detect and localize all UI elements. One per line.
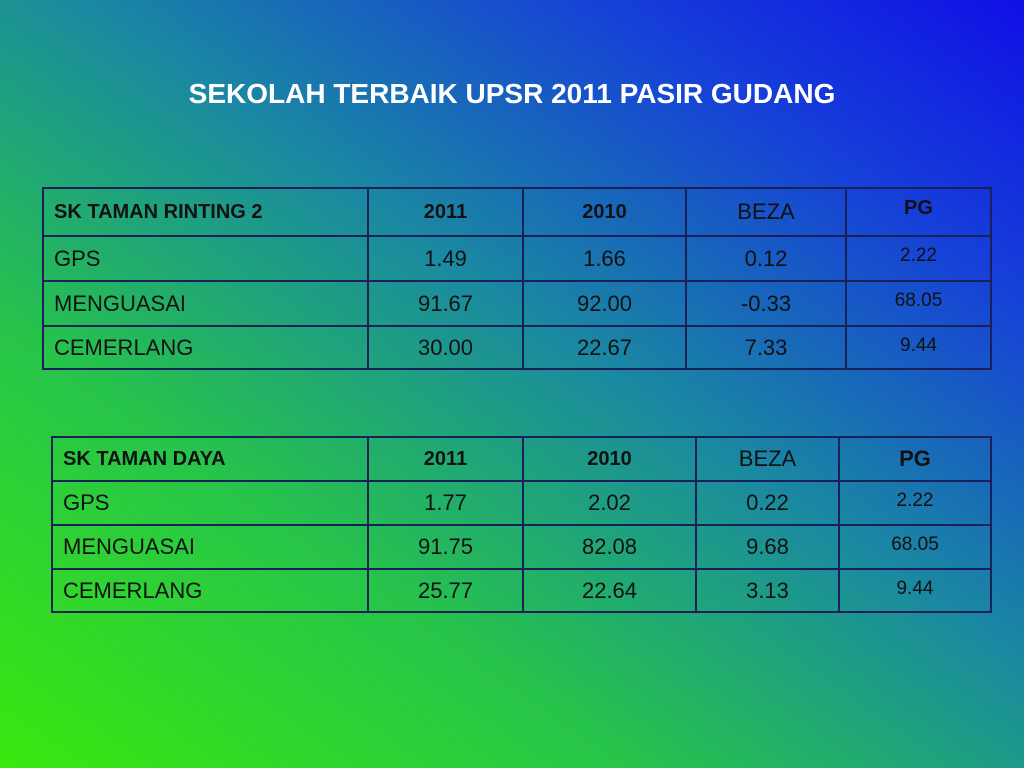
header-row: SK TAMAN RINTING 2 2011 2010 BEZA PG: [42, 187, 992, 237]
table-cell: 1.49: [367, 235, 524, 282]
header-cell: BEZA: [685, 187, 847, 237]
header-cell: 2011: [367, 187, 524, 237]
table-cell: 7.33: [685, 325, 847, 370]
header-row: SK TAMAN DAYA 2011 2010 BEZA PG: [51, 436, 992, 482]
table-cell: MENGUASAI: [42, 280, 369, 327]
table-cell: 9.44: [845, 325, 992, 370]
table-cell: 68.05: [845, 280, 992, 327]
slide-title: SEKOLAH TERBAIK UPSR 2011 PASIR GUDANG: [188, 78, 836, 109]
table-cell: 25.77: [367, 568, 524, 613]
table-cell: 1.66: [522, 235, 687, 282]
table-cell: 2.22: [845, 235, 992, 282]
table-cell: CEMERLANG: [42, 325, 369, 370]
table-cell: 2.22: [838, 480, 992, 526]
table-cell: GPS: [51, 480, 369, 526]
table-cell: 30.00: [367, 325, 524, 370]
table-row: MENGUASAI 91.67 92.00 -0.33 68.05: [42, 280, 992, 327]
table-cell: 91.75: [367, 524, 524, 570]
table-cell: 9.44: [838, 568, 992, 613]
table-cell: 91.67: [367, 280, 524, 327]
header-cell: 2010: [522, 187, 687, 237]
header-cell: 2011: [367, 436, 524, 482]
table-cell: GPS: [42, 235, 369, 282]
table-cell: 92.00: [522, 280, 687, 327]
table-cell: -0.33: [685, 280, 847, 327]
header-cell: 2010: [522, 436, 697, 482]
table-cell: 0.12: [685, 235, 847, 282]
table-cell: 0.22: [695, 480, 840, 526]
header-cell: BEZA: [695, 436, 840, 482]
header-cell: PG: [838, 436, 992, 482]
table-cell: MENGUASAI: [51, 524, 369, 570]
table-cell: 82.08: [522, 524, 697, 570]
table-row: GPS 1.77 2.02 0.22 2.22: [51, 480, 992, 526]
table-cell: 3.13: [695, 568, 840, 613]
table-row: CEMERLANG 30.00 22.67 7.33 9.44: [42, 325, 992, 370]
table-cell: 22.67: [522, 325, 687, 370]
table-cell: 22.64: [522, 568, 697, 613]
table-cell: 68.05: [838, 524, 992, 570]
results-table: SK TAMAN RINTING 2 2011 2010 BEZA PG GPS 1.49 1…: [42, 187, 992, 370]
header-cell: SK TAMAN RINTING 2: [42, 187, 369, 237]
results-table: SK TAMAN DAYA 2011 2010 BEZA PG GPS 1.77 2.02 0.…: [51, 436, 992, 613]
table-cell: 1.77: [367, 480, 524, 526]
table-cell: 9.68: [695, 524, 840, 570]
header-cell: SK TAMAN DAYA: [51, 436, 369, 482]
table-row: GPS 1.49 1.66 0.12 2.22: [42, 235, 992, 282]
header-cell: PG: [845, 187, 992, 237]
table-row: MENGUASAI 91.75 82.08 9.68 68.05: [51, 524, 992, 570]
table-cell: CEMERLANG: [51, 568, 369, 613]
table-cell: 2.02: [522, 480, 697, 526]
table-row: CEMERLANG 25.77 22.64 3.13 9.44: [51, 568, 992, 613]
